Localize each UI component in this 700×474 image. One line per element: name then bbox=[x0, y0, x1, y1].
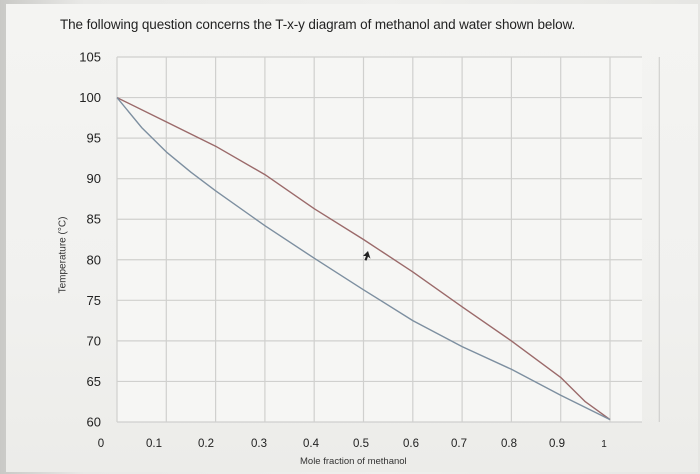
y-tick-labels: 105 100 95 90 85 80 75 70 65 60 bbox=[79, 50, 101, 430]
y-tick-label: 75 bbox=[87, 293, 101, 308]
x-tick-label: 0 bbox=[98, 438, 104, 450]
x-tick-label: 0.6 bbox=[403, 438, 419, 450]
y-tick-label: 95 bbox=[87, 131, 101, 146]
dew-point-curve bbox=[116, 96, 611, 421]
y-tick-label: 105 bbox=[79, 50, 101, 65]
x-tick-labels: 0 0.1 0.2 0.3 0.4 0.5 0.6 0.7 0.8 0.9 1 bbox=[98, 438, 607, 450]
y-tick-label: 60 bbox=[87, 415, 101, 430]
x-tick-label: 0.5 bbox=[353, 438, 369, 450]
y-tick-label: 90 bbox=[87, 171, 101, 186]
x-tick-label: 0.2 bbox=[198, 438, 214, 450]
x-tick-label: 0.1 bbox=[146, 438, 162, 450]
x-tick-label: 0.3 bbox=[251, 438, 267, 450]
y-tick-label: 100 bbox=[79, 90, 101, 105]
x-tick-label: 1 bbox=[601, 439, 607, 450]
question-text: The following question concerns the T-x-… bbox=[60, 17, 576, 32]
x-tick-label: 0.7 bbox=[451, 438, 467, 450]
y-tick-label: 65 bbox=[87, 374, 101, 389]
plot-area bbox=[117, 57, 642, 422]
y-axis-label: Temperature (°C) bbox=[57, 216, 69, 294]
y-tick-label: 70 bbox=[87, 333, 101, 348]
grid-lines bbox=[116, 56, 660, 423]
y-tick-label: 85 bbox=[87, 212, 101, 227]
x-tick-label: 0.4 bbox=[303, 438, 320, 450]
x-tick-label: 0.9 bbox=[549, 438, 565, 450]
x-axis-label: Mole fraction of methanol bbox=[300, 456, 407, 467]
mouse-cursor-icon bbox=[363, 251, 371, 261]
y-axis-label-wrap: Temperature (°C) bbox=[48, 170, 78, 340]
bubble-point-curve bbox=[116, 97, 611, 421]
series-layer bbox=[116, 96, 611, 421]
y-tick-label: 80 bbox=[87, 252, 101, 267]
x-tick-label: 0.8 bbox=[501, 438, 517, 450]
